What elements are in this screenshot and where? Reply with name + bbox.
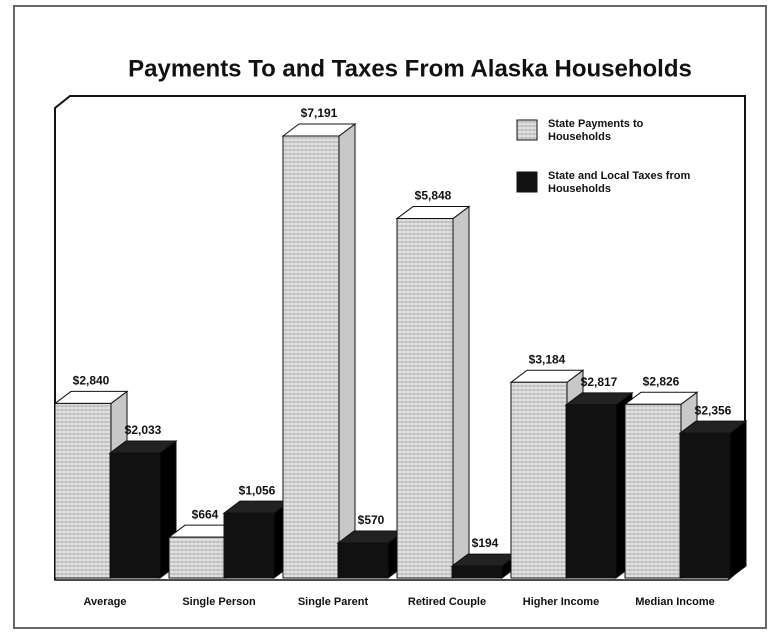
bar-face	[679, 432, 731, 579]
data-label: $664	[192, 507, 219, 521]
x-tick-label: Median Income	[635, 596, 714, 608]
bar-face	[223, 512, 275, 579]
chart-title: Payments To and Taxes From Alaska Househ…	[128, 55, 692, 82]
bar	[281, 123, 357, 579]
data-label: $3,184	[529, 352, 566, 366]
x-tick-label: Single Person	[182, 596, 256, 608]
bar-face	[168, 536, 226, 579]
bar-face	[396, 218, 454, 579]
bar-face	[452, 205, 470, 579]
bar	[108, 440, 178, 579]
data-label: $194	[472, 536, 499, 550]
data-label: $7,191	[301, 106, 338, 120]
legend-label: State Payments to Households	[548, 118, 644, 143]
x-tick-label: Higher Income	[523, 596, 599, 608]
data-label: $5,848	[415, 189, 452, 203]
legend-label: State and Local Taxes from Households	[548, 170, 691, 195]
bar-face	[565, 404, 617, 579]
bar-face	[729, 420, 747, 579]
bar-face	[109, 452, 161, 579]
data-label: $1,056	[239, 483, 276, 497]
data-label: $2,033	[125, 423, 162, 437]
data-label: $570	[358, 513, 385, 527]
x-tick-label: Single Parent	[298, 596, 369, 608]
frame	[13, 5, 767, 629]
bar	[222, 500, 292, 579]
bar	[336, 529, 406, 579]
bar	[564, 391, 634, 579]
bar-face	[54, 402, 112, 579]
x-tick-label: Average	[83, 596, 126, 608]
data-label: $2,817	[581, 375, 618, 389]
data-label: $2,826	[643, 374, 680, 388]
legend-swatch	[516, 119, 538, 141]
bar-face	[282, 135, 340, 579]
bar-face	[337, 542, 389, 579]
bar-face	[451, 565, 503, 579]
bar-face	[624, 403, 682, 579]
x-tick-label: Retired Couple	[408, 596, 486, 608]
data-label: $2,840	[73, 374, 110, 388]
legend-swatch	[516, 171, 538, 193]
bar-face	[510, 381, 568, 579]
data-label: $2,356	[695, 403, 732, 417]
bar	[678, 420, 748, 579]
bar	[395, 205, 471, 579]
bar-face	[338, 123, 356, 579]
bar	[53, 390, 129, 579]
